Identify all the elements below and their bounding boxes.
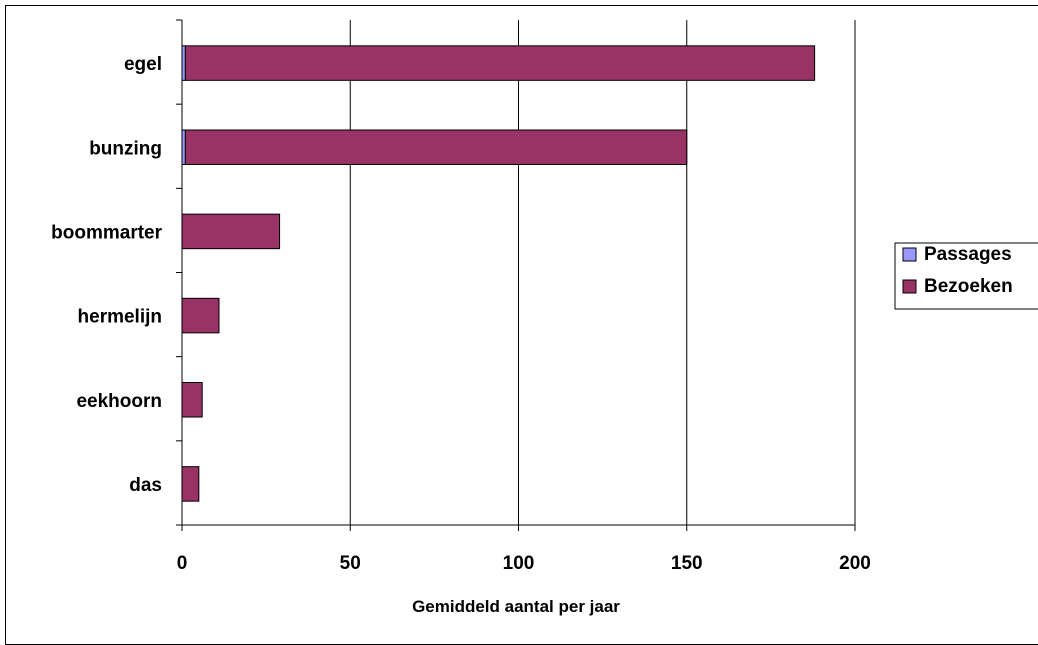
x-tick-label: 100 [503, 553, 535, 574]
category-label: egel [124, 54, 162, 75]
bar-bezoeken-hermelijn [181, 297, 220, 334]
x-tick-label: 200 [839, 553, 871, 574]
bar-bezoeken-egel [184, 45, 816, 81]
x-tick-label: 0 [177, 553, 188, 574]
legend-box [894, 242, 1038, 310]
bar-bezoeken-bunzing [184, 129, 688, 166]
category-label: bunzing [89, 138, 162, 159]
gridlines [349, 20, 856, 525]
category-label: hermelijn [78, 307, 162, 328]
legend-swatch-bezoeken [902, 279, 917, 294]
bar-passages-egel [181, 45, 186, 81]
bar-bezoeken-eekhoorn [181, 381, 203, 418]
legend-swatch-passages [902, 247, 917, 262]
x-tick-label: 50 [340, 553, 361, 574]
bar-passages-bunzing [181, 129, 186, 166]
legend: Passages Bezoeken [894, 242, 1038, 310]
bar-bezoeken-das [181, 466, 200, 502]
legend-label-passages: Passages [924, 244, 1012, 265]
bars [181, 45, 816, 502]
category-label: eekhoorn [76, 391, 162, 412]
x-axis-title: Gemiddeld aantal per jaar [412, 597, 620, 616]
chart-frame [5, 5, 1038, 645]
axes [176, 19, 856, 531]
bar-bezoeken-boommarter [181, 213, 281, 250]
x-tick-label: 150 [671, 553, 703, 574]
category-label: boommarter [51, 222, 162, 243]
legend-label-bezoeken: Bezoeken [924, 276, 1013, 297]
labels: egel bunzing boommarter hermelijn eekhoorn da… [51, 54, 871, 574]
category-label: das [129, 475, 162, 496]
